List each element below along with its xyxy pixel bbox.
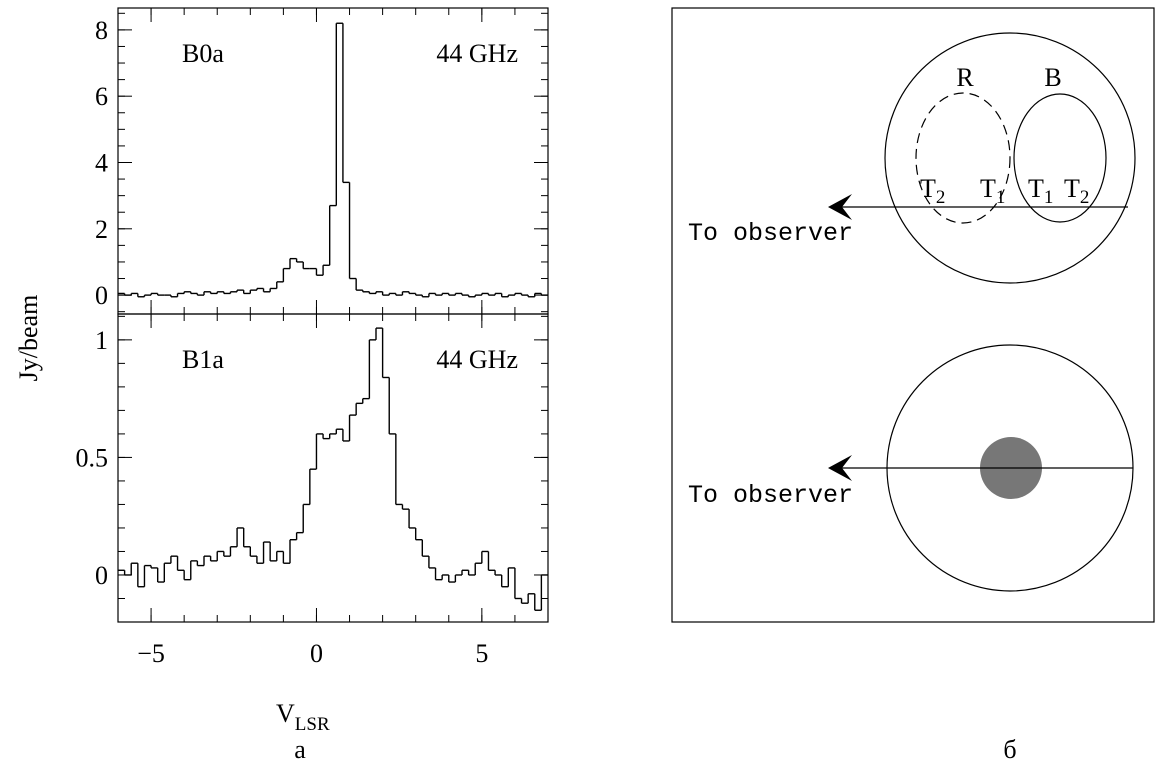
outer-circle (884, 32, 1136, 284)
y-tick-label: 0 (95, 281, 108, 310)
observer-label: To observer (688, 481, 853, 510)
time-label-main: T (1028, 174, 1044, 203)
x-tick-label: 5 (475, 639, 488, 668)
time-label-sub: 2 (936, 187, 946, 208)
panel-label: B0a (182, 39, 224, 68)
panel-caption: б (1003, 735, 1016, 764)
y-tick-label: 0.5 (76, 443, 109, 472)
time-label: T2 (1064, 174, 1089, 208)
x-axis-label: VLSR (276, 699, 330, 735)
y-tick-label: 4 (95, 148, 108, 177)
region-label: B (1044, 63, 1061, 92)
blue-lobe (1013, 93, 1107, 223)
time-label: T1 (1028, 174, 1053, 208)
time-label-sub: 2 (1080, 187, 1090, 208)
time-label-main: T (980, 174, 996, 203)
panel-caption: a (294, 735, 306, 764)
x-tick-label: 0 (310, 639, 323, 668)
y-tick-label: 6 (95, 82, 108, 111)
y-axis-label: Jy/beam (14, 295, 43, 382)
y-tick-label: 1 (95, 326, 108, 355)
plot-frame (117, 313, 549, 623)
frequency-label: 44 GHz (436, 345, 518, 374)
red-lobe (915, 92, 1011, 224)
region-label: R (956, 63, 974, 92)
diagram-frame (671, 7, 1155, 623)
time-label-main: T (1064, 174, 1080, 203)
panel-label: B1a (182, 345, 224, 374)
x-axis-label-sub: LSR (295, 714, 330, 735)
x-axis-label-main: V (276, 699, 295, 728)
y-tick-label: 0 (95, 561, 108, 590)
time-label: T1 (980, 174, 1005, 208)
time-label-main: T (920, 174, 936, 203)
time-label: T2 (920, 174, 945, 208)
x-tick-label: −5 (137, 639, 165, 668)
time-label-sub: 1 (1044, 187, 1054, 208)
arrow-head (828, 194, 852, 220)
observer-label: To observer (688, 219, 853, 248)
y-tick-label: 8 (95, 16, 108, 45)
y-tick-label: 2 (95, 215, 108, 244)
frequency-label: 44 GHz (436, 39, 518, 68)
time-label-sub: 1 (996, 187, 1006, 208)
step-riser (123, 328, 543, 611)
arrow-head (828, 455, 852, 481)
